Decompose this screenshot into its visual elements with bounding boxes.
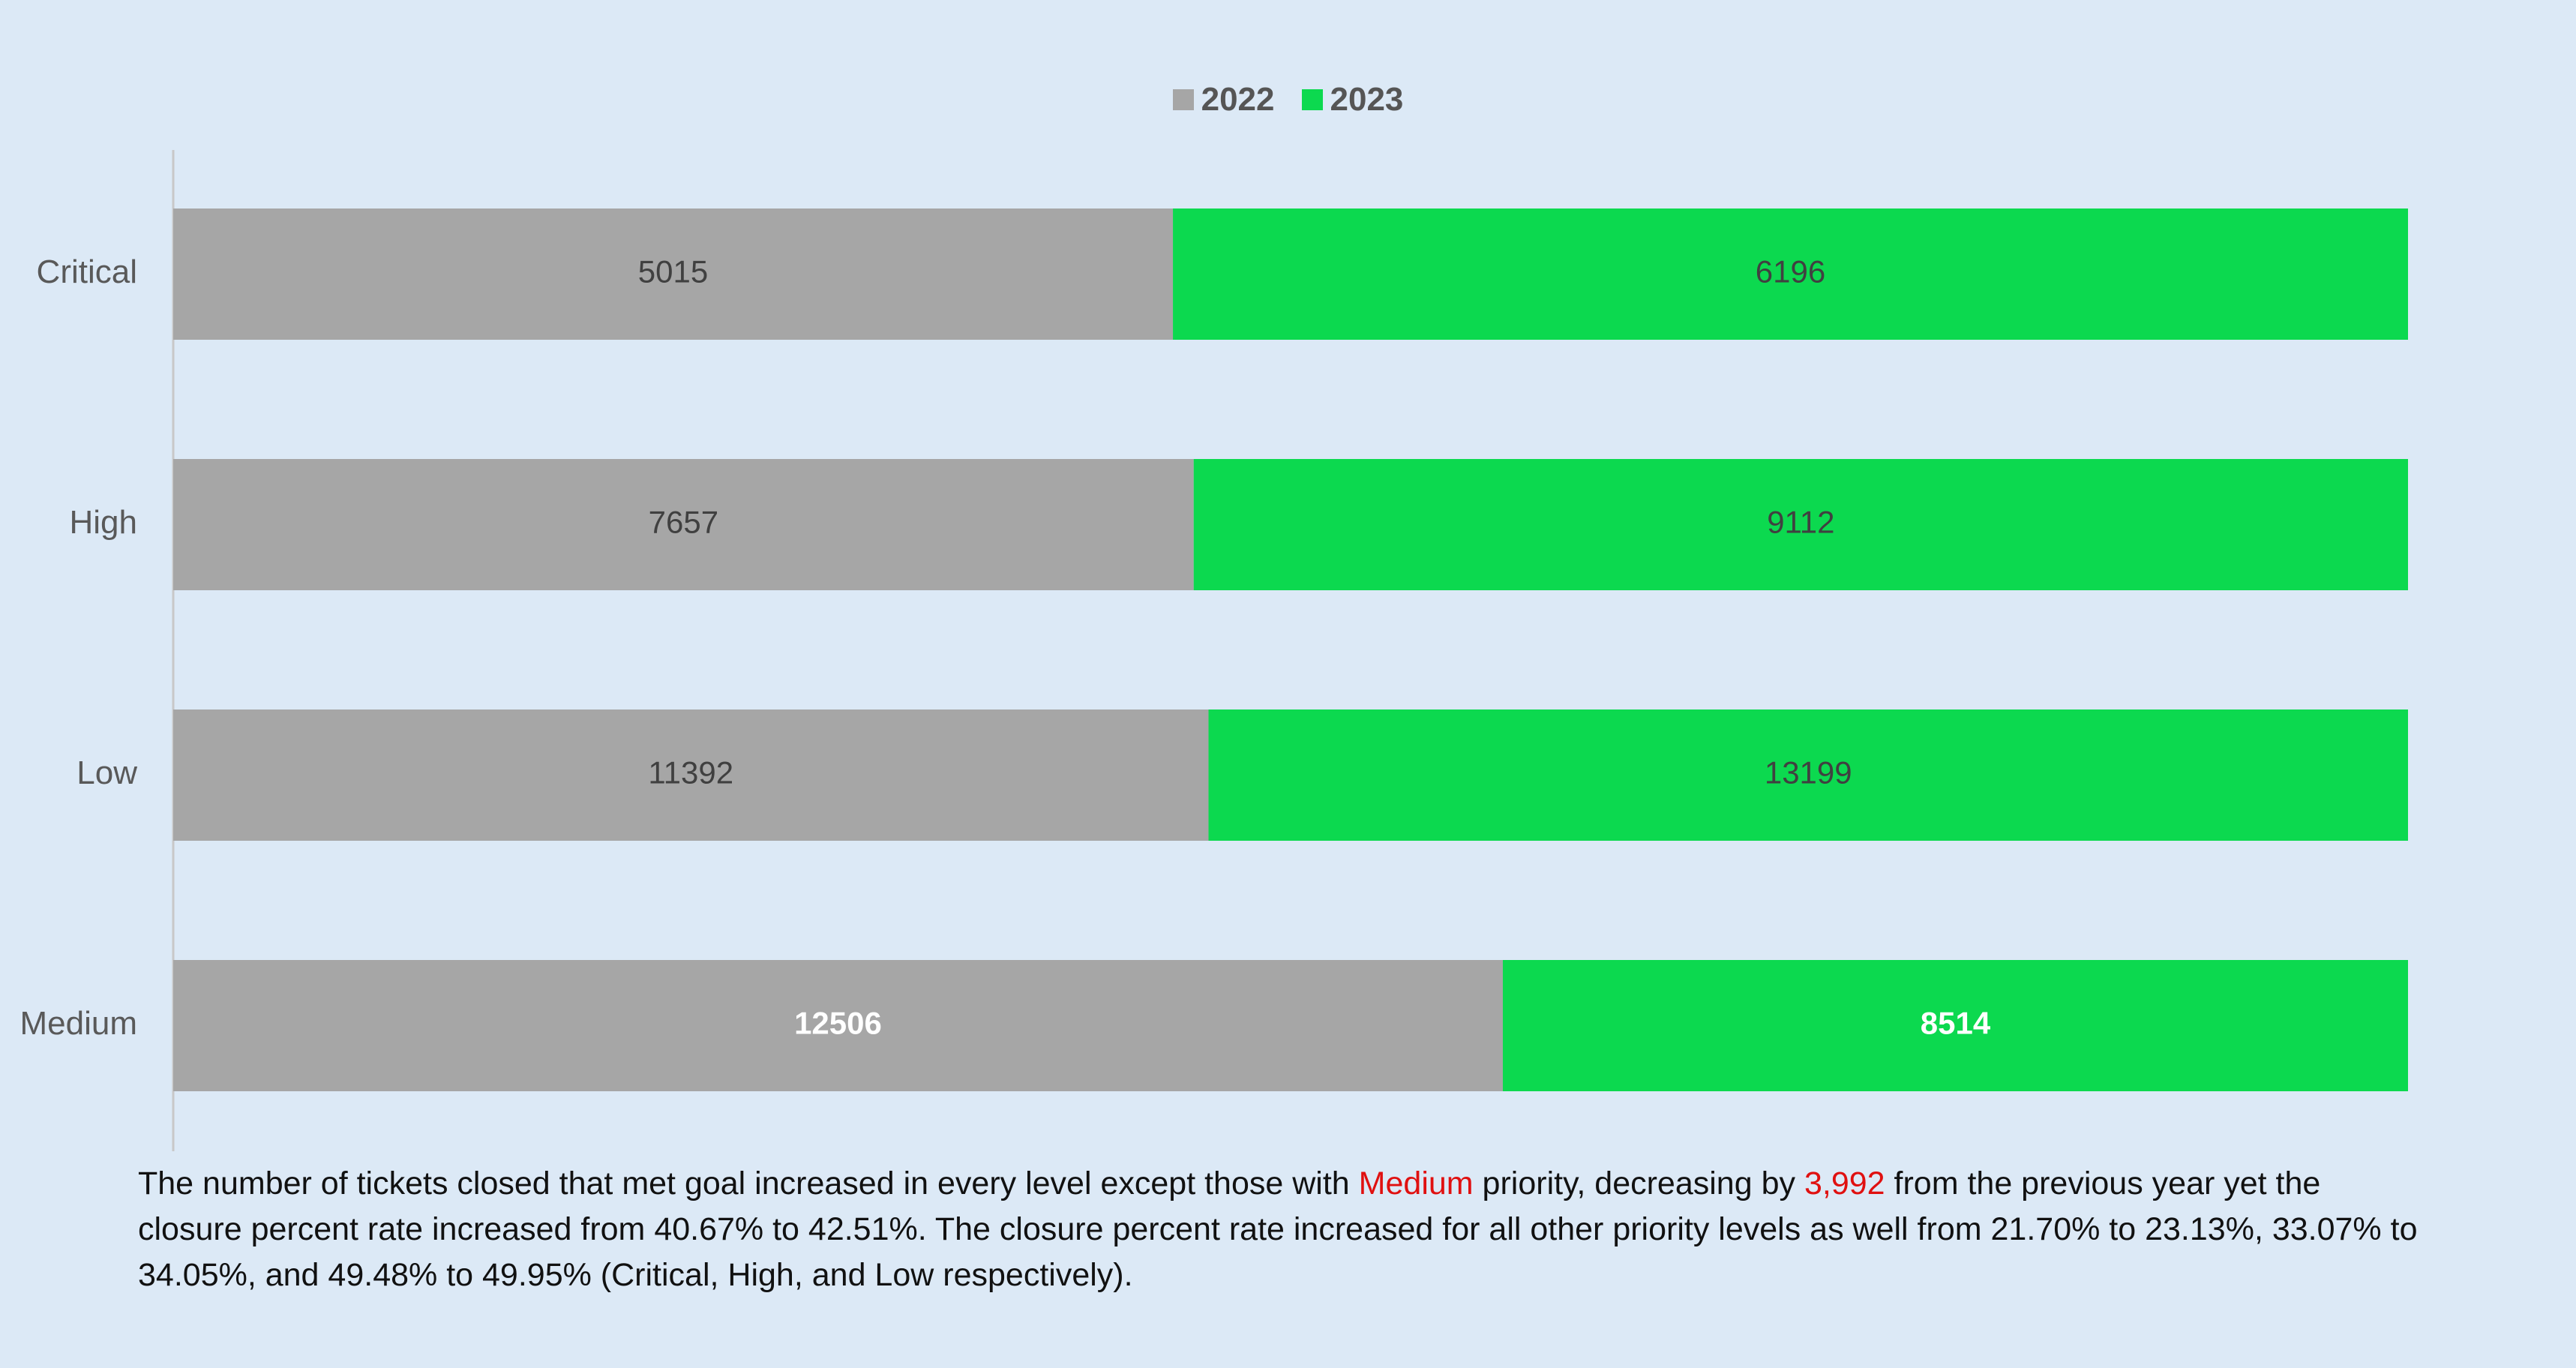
legend-label-2022: 2022 <box>1201 81 1275 118</box>
bar-2023-critical <box>1173 208 2408 340</box>
legend-swatch-2023 <box>1301 89 1323 110</box>
note-text-1: The number of tickets closed that met go… <box>138 1166 1359 1202</box>
legend-label-2023: 2023 <box>1330 81 1404 118</box>
data-label-2022-medium: 12506 <box>794 1006 882 1041</box>
bar-2022-high <box>173 459 1194 590</box>
data-label-2022-high: 7657 <box>649 505 718 540</box>
data-label-2023-medium: 8514 <box>1921 1006 1991 1041</box>
data-label-2022-critical: 5015 <box>638 254 708 290</box>
chart-area: 2022 2023 Critical 5015 6196 High 7657 9112 Lo… <box>0 81 2576 1151</box>
data-label-2023-low: 13199 <box>1765 755 1852 790</box>
data-label-2023-high: 9112 <box>1767 505 1834 540</box>
legend-swatch-2022 <box>1172 89 1194 110</box>
legend-item-2022: 2022 <box>1172 81 1275 118</box>
legend-item-2023: 2023 <box>1301 81 1404 118</box>
bar-2023-low <box>1208 710 2408 841</box>
category-label-critical: Critical <box>37 254 137 290</box>
category-label-high: High <box>70 504 138 541</box>
note-text-2: priority, decreasing by <box>1473 1166 1804 1202</box>
bar-2022-medium <box>173 960 1503 1091</box>
note-highlight-medium: Medium <box>1358 1166 1474 1202</box>
category-label-medium: Medium <box>20 1005 138 1042</box>
commentary-text: The number of tickets closed that met go… <box>138 1161 2425 1298</box>
bar-2023-medium <box>1502 960 2408 1091</box>
bar-2022-low <box>173 710 1209 841</box>
bar-chart: Critical 5015 6196 High 7657 9112 Low 11392 1319… <box>20 150 2408 1151</box>
category-label-low: Low <box>76 754 137 791</box>
note-highlight-decrease: 3,992 <box>1804 1166 1885 1202</box>
data-label-2023-critical: 6196 <box>1756 254 1825 290</box>
note-text-3: from the previous year yet the closure p… <box>138 1166 2418 1293</box>
data-label-2022-low: 11392 <box>648 755 733 790</box>
legend: 2022 2023 <box>0 81 2576 118</box>
bar-2023-high <box>1193 459 2408 590</box>
bar-2022-critical <box>173 208 1174 340</box>
